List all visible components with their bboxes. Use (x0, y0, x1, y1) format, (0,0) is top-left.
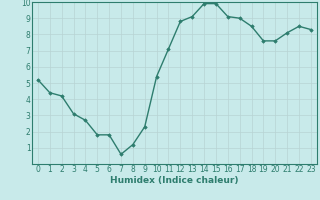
X-axis label: Humidex (Indice chaleur): Humidex (Indice chaleur) (110, 176, 239, 185)
